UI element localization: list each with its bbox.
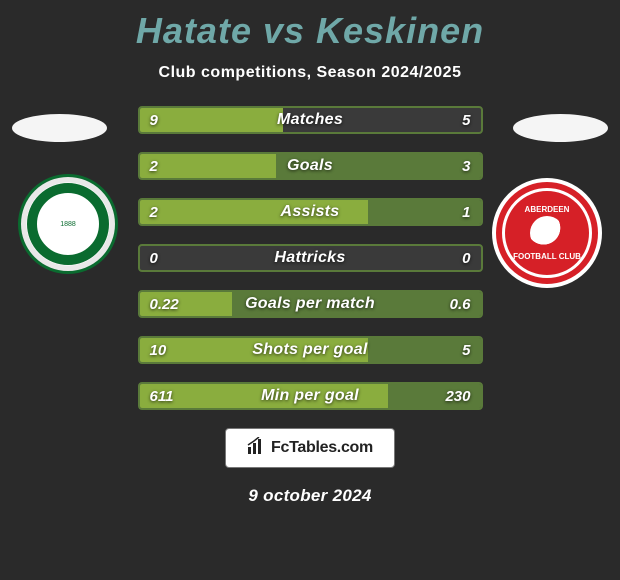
stat-row: 105Shots per goal: [138, 336, 483, 364]
stat-label: Min per goal: [140, 384, 481, 408]
stat-row: 611230Min per goal: [138, 382, 483, 410]
stat-label: Goals: [140, 154, 481, 178]
crest-right-ball-icon: [530, 216, 564, 250]
stat-row: 00Hattricks: [138, 244, 483, 272]
stat-label: Assists: [140, 200, 481, 224]
stat-row: 23Goals: [138, 152, 483, 180]
date-label: 9 october 2024: [0, 486, 620, 506]
stat-label: Matches: [140, 108, 481, 132]
comparison-panel: 1888 ABERDEEN FOOTBALL CLUB 95Matches 23G…: [0, 106, 620, 410]
stat-row: 95Matches: [138, 106, 483, 134]
crest-left-ring: 1888: [27, 183, 109, 265]
crest-right-bottom: FOOTBALL CLUB: [513, 252, 581, 261]
stat-row: 0.220.6Goals per match: [138, 290, 483, 318]
crest-left: 1888: [18, 174, 118, 274]
subtitle: Club competitions, Season 2024/2025: [0, 64, 620, 82]
page-title: Hatate vs Keskinen: [0, 0, 620, 52]
flag-left: [12, 114, 107, 142]
stat-bars: 95Matches 23Goals 21Assists 00Hattricks 0.22…: [138, 106, 483, 410]
stat-label: Shots per goal: [140, 338, 481, 362]
chart-icon: [247, 437, 267, 460]
flag-right: [513, 114, 608, 142]
footer-brand-text: FcTables.com: [271, 439, 373, 457]
stat-label: Hattricks: [140, 246, 481, 270]
footer-brand-badge: FcTables.com: [225, 428, 395, 468]
stat-row: 21Assists: [138, 198, 483, 226]
stat-label: Goals per match: [140, 292, 481, 316]
crest-left-text: 1888: [60, 221, 76, 228]
crest-right-inner: ABERDEEN FOOTBALL CLUB: [502, 188, 592, 278]
crest-right: ABERDEEN FOOTBALL CLUB: [492, 178, 602, 288]
crest-right-top: ABERDEEN: [525, 205, 570, 214]
